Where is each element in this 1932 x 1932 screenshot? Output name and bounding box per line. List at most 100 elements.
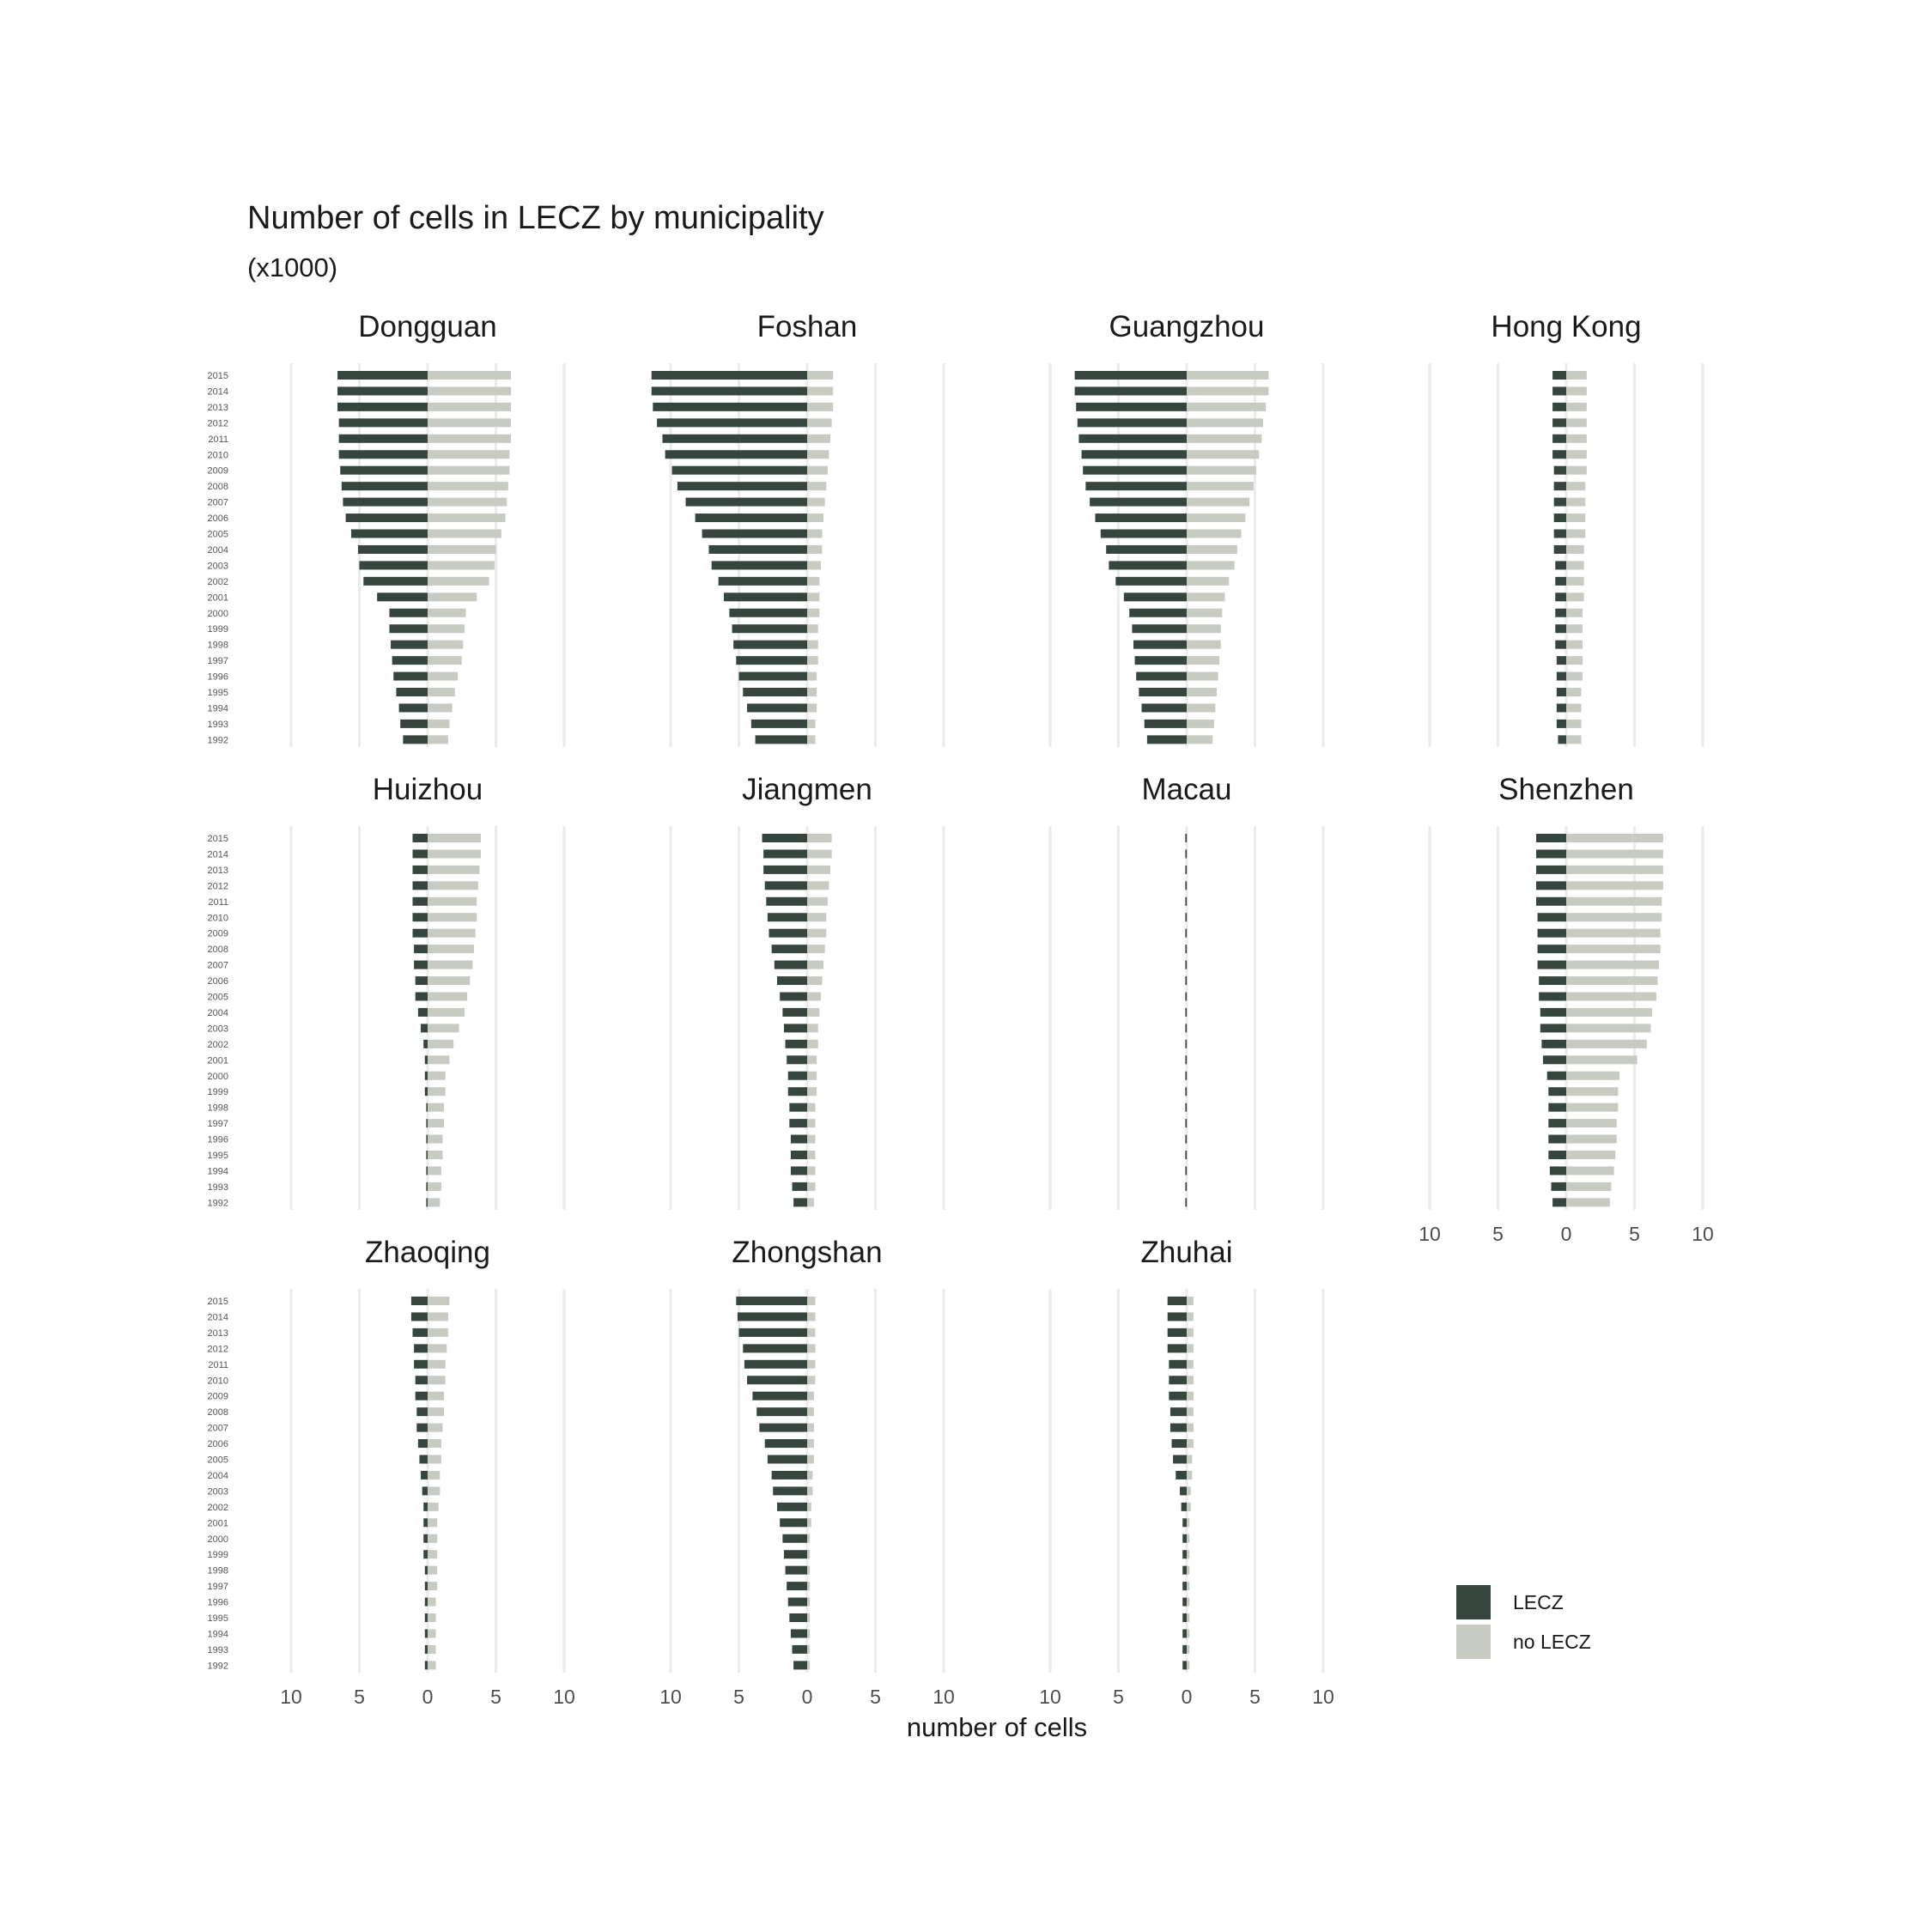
bar-lecz bbox=[424, 1087, 428, 1097]
bar-no-lecz bbox=[428, 482, 508, 491]
bar-lecz bbox=[338, 418, 428, 428]
bar-lecz bbox=[793, 1661, 807, 1670]
bar-no-lecz bbox=[1187, 688, 1217, 696]
bar-lecz bbox=[736, 656, 807, 665]
bar-lecz bbox=[393, 671, 428, 681]
bar-no-lecz bbox=[428, 592, 477, 602]
bar-no-lecz bbox=[1187, 402, 1267, 411]
bar-no-lecz bbox=[428, 1391, 445, 1400]
year-label: 2002 bbox=[208, 1503, 228, 1513]
x-tick-label: 10 bbox=[1419, 1223, 1441, 1245]
bar-lecz bbox=[1556, 703, 1566, 713]
bar-lecz bbox=[1185, 1103, 1187, 1112]
panel-title: Dongguan bbox=[358, 310, 497, 343]
bar-lecz bbox=[1185, 1134, 1187, 1144]
bar-no-lecz bbox=[807, 1582, 811, 1591]
bar-lecz bbox=[419, 1455, 428, 1464]
bar-no-lecz bbox=[1187, 1297, 1194, 1305]
bar-lecz bbox=[1185, 945, 1187, 954]
bar-no-lecz bbox=[428, 1407, 445, 1417]
bar-lecz bbox=[338, 434, 428, 443]
bar-lecz bbox=[729, 608, 807, 617]
bar-lecz bbox=[1536, 896, 1566, 906]
bar-no-lecz bbox=[428, 1629, 436, 1638]
bar-lecz bbox=[1182, 1518, 1187, 1528]
bar-lecz bbox=[737, 1312, 807, 1321]
bar-no-lecz bbox=[428, 896, 477, 906]
bar-lecz bbox=[1537, 928, 1566, 938]
bar-no-lecz bbox=[1187, 1550, 1190, 1559]
bar-lecz bbox=[423, 1039, 428, 1048]
year-label: 2004 bbox=[208, 1471, 228, 1481]
bar-no-lecz bbox=[1187, 465, 1257, 475]
bar-no-lecz bbox=[428, 1151, 443, 1159]
bar-no-lecz bbox=[1187, 1486, 1191, 1496]
bar-no-lecz bbox=[807, 703, 817, 713]
year-label: 2012 bbox=[208, 418, 228, 428]
bar-lecz bbox=[1077, 418, 1187, 428]
bar-lecz bbox=[1139, 688, 1187, 696]
year-label: 2011 bbox=[208, 897, 228, 908]
bar-no-lecz bbox=[807, 1071, 817, 1080]
panel-zhaoqing: Zhaoqing 2015 2014 2013 2012 2011 2010 2009 2008… bbox=[208, 1236, 575, 1708]
bar-no-lecz bbox=[1566, 497, 1586, 507]
bar-no-lecz bbox=[807, 976, 823, 986]
bar-no-lecz bbox=[1187, 1582, 1190, 1591]
bar-no-lecz bbox=[1187, 719, 1214, 728]
bar-no-lecz bbox=[1187, 371, 1269, 380]
x-tick-label: 0 bbox=[1182, 1686, 1193, 1708]
year-label: 2000 bbox=[208, 1072, 228, 1082]
bar-no-lecz bbox=[428, 1134, 443, 1144]
bar-lecz bbox=[1115, 576, 1187, 586]
bar-lecz bbox=[1552, 371, 1566, 380]
bar-no-lecz bbox=[428, 576, 489, 586]
year-label: 2007 bbox=[208, 498, 228, 508]
bar-lecz bbox=[1185, 1182, 1187, 1191]
bar-no-lecz bbox=[807, 1661, 811, 1670]
year-label: 2004 bbox=[208, 1008, 228, 1018]
x-tick-label: 5 bbox=[1113, 1686, 1124, 1708]
bar-lecz bbox=[1182, 1582, 1187, 1591]
bar-no-lecz bbox=[807, 1134, 816, 1144]
bar-lecz bbox=[423, 1502, 428, 1511]
bar-no-lecz bbox=[1187, 735, 1213, 744]
bar-lecz bbox=[1182, 1661, 1187, 1670]
bar-no-lecz bbox=[428, 450, 510, 459]
bar-lecz bbox=[1129, 608, 1187, 617]
bar-no-lecz bbox=[1566, 896, 1662, 906]
year-label: 1998 bbox=[208, 1566, 228, 1577]
bar-no-lecz bbox=[428, 1534, 438, 1543]
bar-no-lecz bbox=[1187, 592, 1225, 602]
bar-lecz bbox=[414, 945, 428, 954]
bar-no-lecz bbox=[1187, 834, 1188, 842]
bar-no-lecz bbox=[1566, 719, 1582, 728]
bar-lecz bbox=[1182, 1644, 1187, 1654]
year-label: 2013 bbox=[208, 403, 228, 413]
bar-no-lecz bbox=[1566, 1198, 1610, 1207]
bar-lecz bbox=[1185, 928, 1187, 938]
bar-no-lecz bbox=[807, 1518, 811, 1528]
bar-lecz bbox=[422, 1486, 428, 1496]
bar-no-lecz bbox=[807, 1327, 816, 1337]
bar-lecz bbox=[695, 513, 807, 523]
bar-no-lecz bbox=[428, 1455, 441, 1464]
bar-no-lecz bbox=[428, 1550, 438, 1559]
bar-no-lecz bbox=[807, 656, 818, 665]
bar-no-lecz bbox=[428, 881, 478, 890]
bar-lecz bbox=[345, 513, 428, 523]
bar-lecz bbox=[708, 544, 807, 554]
bar-no-lecz bbox=[1187, 1565, 1190, 1575]
bar-no-lecz bbox=[807, 592, 820, 602]
bar-lecz bbox=[412, 834, 428, 842]
bar-no-lecz bbox=[428, 1423, 443, 1432]
bar-lecz bbox=[792, 1182, 807, 1191]
bar-no-lecz bbox=[428, 1376, 446, 1385]
bar-no-lecz bbox=[807, 418, 832, 428]
bar-lecz bbox=[790, 1629, 807, 1638]
bar-lecz bbox=[755, 735, 807, 744]
bar-no-lecz bbox=[1566, 418, 1587, 428]
bar-no-lecz bbox=[428, 945, 475, 954]
bar-no-lecz bbox=[1566, 1024, 1651, 1033]
bar-no-lecz bbox=[807, 1423, 814, 1432]
bar-no-lecz bbox=[428, 1119, 445, 1128]
